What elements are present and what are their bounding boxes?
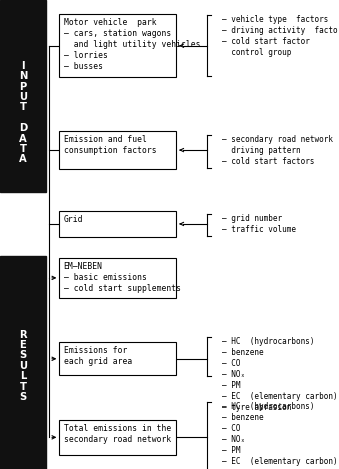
- Text: Emission and fuel
consumption factors: Emission and fuel consumption factors: [64, 135, 156, 155]
- Bar: [0, 256, 46, 469]
- Text: Motor vehicle  park
– cars, station wagons
  and light utility vehicles
– lorrie: Motor vehicle park – cars, station wagon…: [64, 18, 200, 71]
- Text: – grid number
– traffic volume: – grid number – traffic volume: [222, 214, 296, 234]
- Text: – secondary road network
  driving pattern
– cold start factors: – secondary road network driving pattern…: [222, 135, 333, 166]
- Text: Grid: Grid: [64, 215, 83, 224]
- Text: – HC  (hydrocarbons)
– benzene
– CO
– NOₓ
– PM
– EC  (elementary carbon)
– tyre : – HC (hydrocarbons) – benzene – CO – NOₓ…: [222, 402, 338, 469]
- Bar: [59, 211, 176, 237]
- Text: – vehicle type  factors
– driving activity  factors
– cold start factor
  contro: – vehicle type factors – driving activit…: [222, 15, 339, 57]
- Bar: [59, 420, 176, 455]
- Bar: [59, 131, 176, 169]
- Bar: [59, 342, 176, 375]
- Text: I
N
P
U
T
 
D
A
T
A: I N P U T D A T A: [19, 61, 27, 164]
- Text: – HC  (hydrocarbons)
– benzene
– CO
– NOₓ
– PM
– EC  (elementary carbon)
– tyre : – HC (hydrocarbons) – benzene – CO – NOₓ…: [222, 337, 338, 412]
- Text: Total emissions in the
secondary road network: Total emissions in the secondary road ne…: [64, 424, 171, 444]
- Text: Emissions for
each grid area: Emissions for each grid area: [64, 346, 132, 366]
- Text: R
E
S
U
L
T
S: R E S U L T S: [19, 330, 27, 402]
- Text: EM–NEBEN
– basic emissions
– cold start supplements: EM–NEBEN – basic emissions – cold start …: [64, 262, 181, 293]
- Bar: [59, 14, 176, 77]
- Bar: [0, 0, 46, 192]
- Bar: [59, 258, 176, 298]
